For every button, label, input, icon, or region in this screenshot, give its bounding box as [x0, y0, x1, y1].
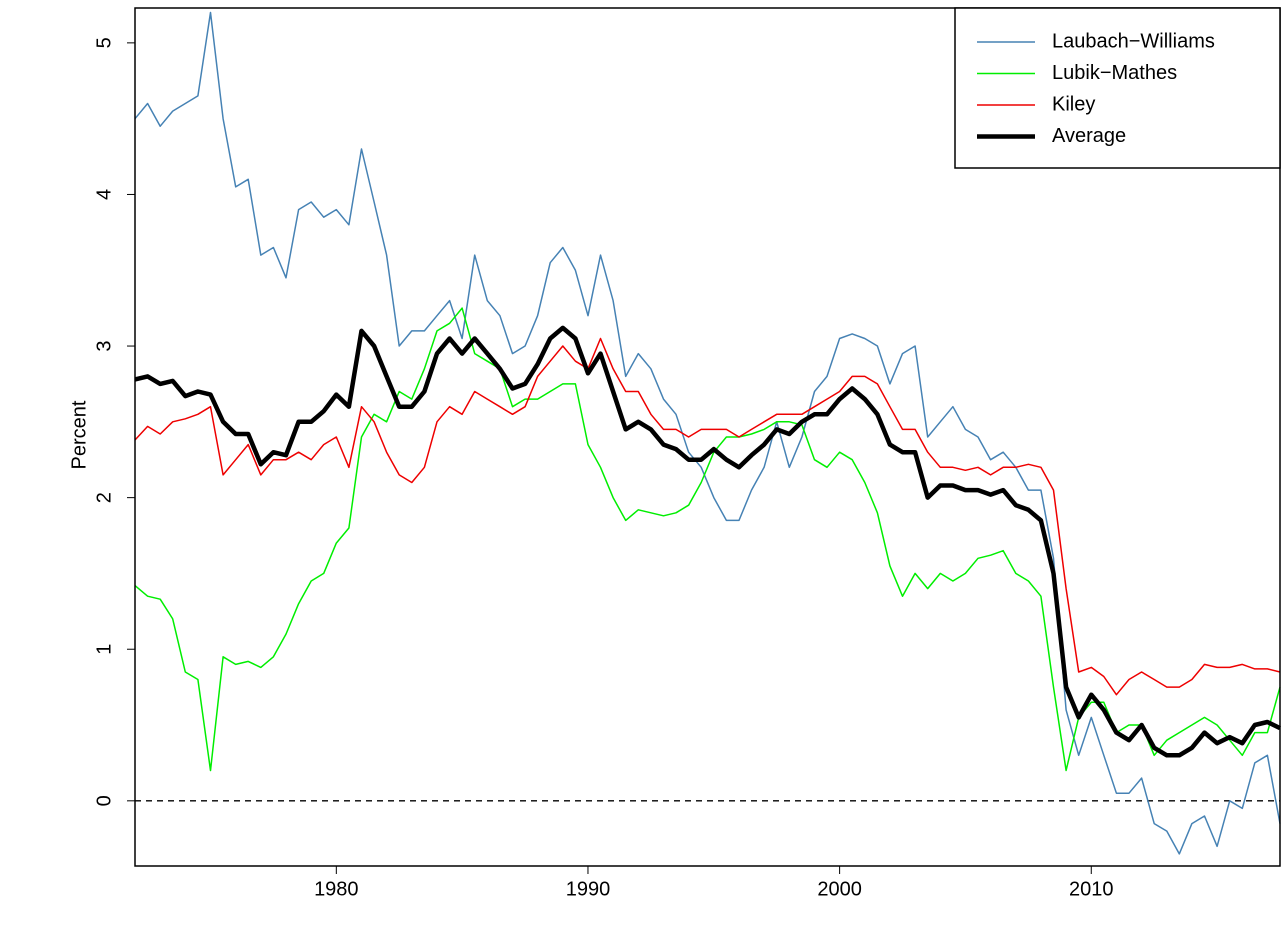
legend-label: Laubach−Williams [1052, 30, 1215, 52]
x-tick-label: 2000 [817, 878, 862, 900]
series-line [134, 307, 1281, 772]
legend-label: Lubik−Mathes [1052, 62, 1177, 84]
x-tick-label: 1980 [314, 878, 359, 900]
y-tick-label: 2 [93, 492, 115, 503]
legend-box [954, 7, 1281, 169]
legend-label: Average [1052, 125, 1126, 147]
y-tick-label: 5 [93, 37, 115, 48]
x-tick-label: 1990 [566, 878, 611, 900]
plot-frame [134, 7, 1281, 867]
y-tick-label: 4 [93, 189, 115, 200]
x-tick-label: 2010 [1069, 878, 1114, 900]
y-tick-label: 1 [93, 644, 115, 655]
y-tick-label: 0 [93, 795, 115, 806]
series-line [134, 325, 1281, 758]
series-line [134, 337, 1281, 696]
legend-label: Kiley [1052, 93, 1095, 115]
series-line [134, 11, 1281, 855]
y-axis-label: Percent [68, 400, 90, 469]
y-tick-label: 3 [93, 340, 115, 351]
